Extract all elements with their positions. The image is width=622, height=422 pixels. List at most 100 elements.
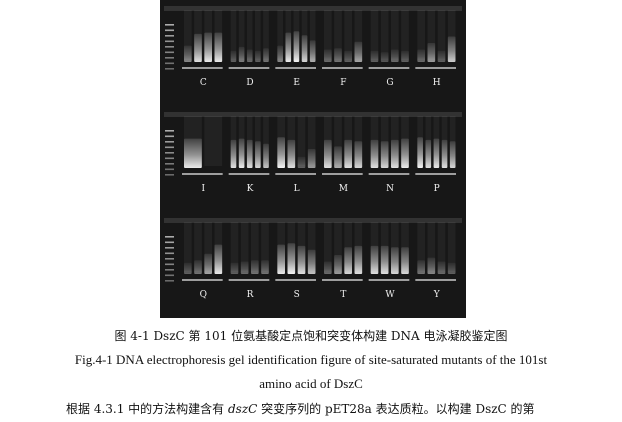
lane-group-label: L [294,184,300,194]
lane-smear [324,222,332,272]
ladder-band [165,269,174,271]
dna-band [287,139,296,168]
dna-band [380,141,389,168]
lane-group-label: I [202,184,206,194]
dna-band [447,36,456,62]
dna-band [277,244,285,274]
dna-band [261,260,269,274]
lane-smear [354,10,363,60]
ladder-band [165,135,174,138]
ladder-band [165,51,174,54]
lane-smear [427,10,436,60]
dna-band [334,48,342,62]
figure-caption-chinese: 图 4-1 DszC 第 101 位氨基酸定点饱和突变体构建 DNA 电泳凝胶鉴… [114,329,508,343]
lane-smear [240,222,249,272]
ladder-band [165,141,174,143]
dna-band [370,245,379,274]
dna-band [344,50,352,62]
dna-band [354,41,363,62]
lane-smear [334,222,342,272]
dna-band [246,139,253,168]
dna-band [184,138,202,168]
lane-smear [230,222,239,272]
dna-band [354,141,363,168]
dna-band [334,146,342,168]
dna-band [437,261,446,274]
lane-smear [255,10,261,60]
lane-smear [251,222,259,272]
ladder-band [165,163,174,165]
lane-smear [401,10,409,60]
dna-band [417,260,425,274]
gene-name-italic: dszC [227,402,258,416]
dna-band [230,262,239,274]
dna-band [263,143,269,168]
dna-band [184,262,192,274]
dna-band [251,260,259,274]
dna-band [391,139,399,168]
dna-band [334,255,342,274]
dna-band [433,138,440,168]
lane-smear [447,222,456,272]
dna-band [238,138,245,168]
ladder-band [165,130,174,132]
ladder-band [165,40,174,43]
dna-band [194,260,202,274]
ladder-band [165,241,174,244]
dna-band [417,49,425,62]
lane-smear [344,10,352,60]
ladder-band [165,29,174,32]
dna-band [297,245,306,274]
ladder-band [165,252,174,255]
lane-smear [417,10,425,60]
dna-band [307,149,316,168]
lane-smear [307,116,316,166]
dna-band [401,138,409,168]
lane-smear [263,116,269,166]
lane-smear [277,10,283,60]
dna-band [293,31,300,62]
lane-group-label: E [293,78,300,88]
ladder-band [165,174,174,176]
lane-smear [334,116,342,166]
lane-smear [437,10,446,60]
ladder-band [165,168,174,171]
dna-band [204,32,212,62]
well-strip [164,112,462,117]
lane-smear [447,10,456,60]
dna-band [344,139,352,168]
dna-band [447,262,456,274]
dna-band [417,137,423,168]
ladder-band [165,274,174,277]
lane-group-label: N [386,184,394,194]
dna-band [380,52,389,62]
lane-smear [380,10,389,60]
dna-band [230,139,237,168]
dna-band [184,45,192,62]
lane-smear [261,222,269,272]
lane-smear [344,222,352,272]
lane-group-label: R [247,290,254,300]
lane-group-label: M [339,184,348,194]
lane-smear [370,10,379,60]
lane-group-label: Y [433,290,441,300]
dna-band [297,156,306,168]
dna-band [370,139,379,168]
dna-band [441,139,448,168]
dna-band [380,245,389,274]
ladder-band [165,263,174,266]
dna-band [324,139,332,168]
lane-smear [309,10,316,60]
dna-band [194,33,202,62]
lane-smear [184,10,192,60]
dna-band [370,50,379,62]
dna-band [449,141,456,168]
lane-group-label: F [340,78,346,88]
dna-band [401,50,409,62]
dna-band [309,40,316,62]
dna-band [204,253,212,274]
dna-band [263,48,269,62]
dna-band [238,46,245,62]
dna-band [246,49,253,62]
dna-band [255,141,261,168]
